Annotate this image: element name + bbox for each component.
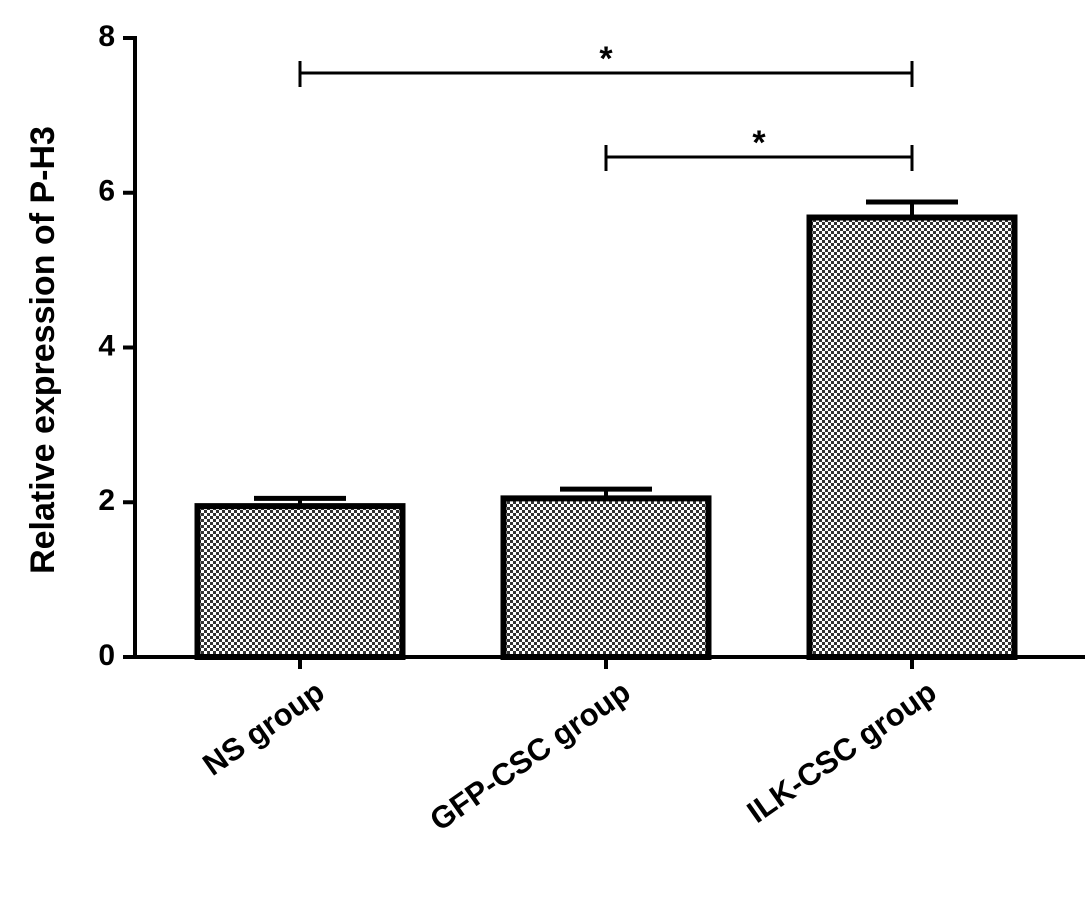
y-tick-label: 8 [98, 20, 115, 53]
x-tick-label: NS group [196, 674, 330, 783]
x-tick-label: GFP-CSC group [423, 674, 636, 838]
bar [806, 214, 1018, 660]
x-tick-label: ILK-CSC group [741, 674, 943, 830]
y-tick-label: 2 [98, 484, 115, 517]
significance-label: * [752, 124, 766, 162]
y-tick-label: 6 [98, 175, 115, 208]
bar [194, 503, 406, 660]
significance-label: * [599, 40, 613, 78]
bar [500, 495, 712, 660]
y-tick-label: 4 [98, 329, 115, 362]
y-axis-label: Relative expression of P-H3 [24, 126, 62, 574]
y-tick-label: 0 [98, 639, 115, 672]
